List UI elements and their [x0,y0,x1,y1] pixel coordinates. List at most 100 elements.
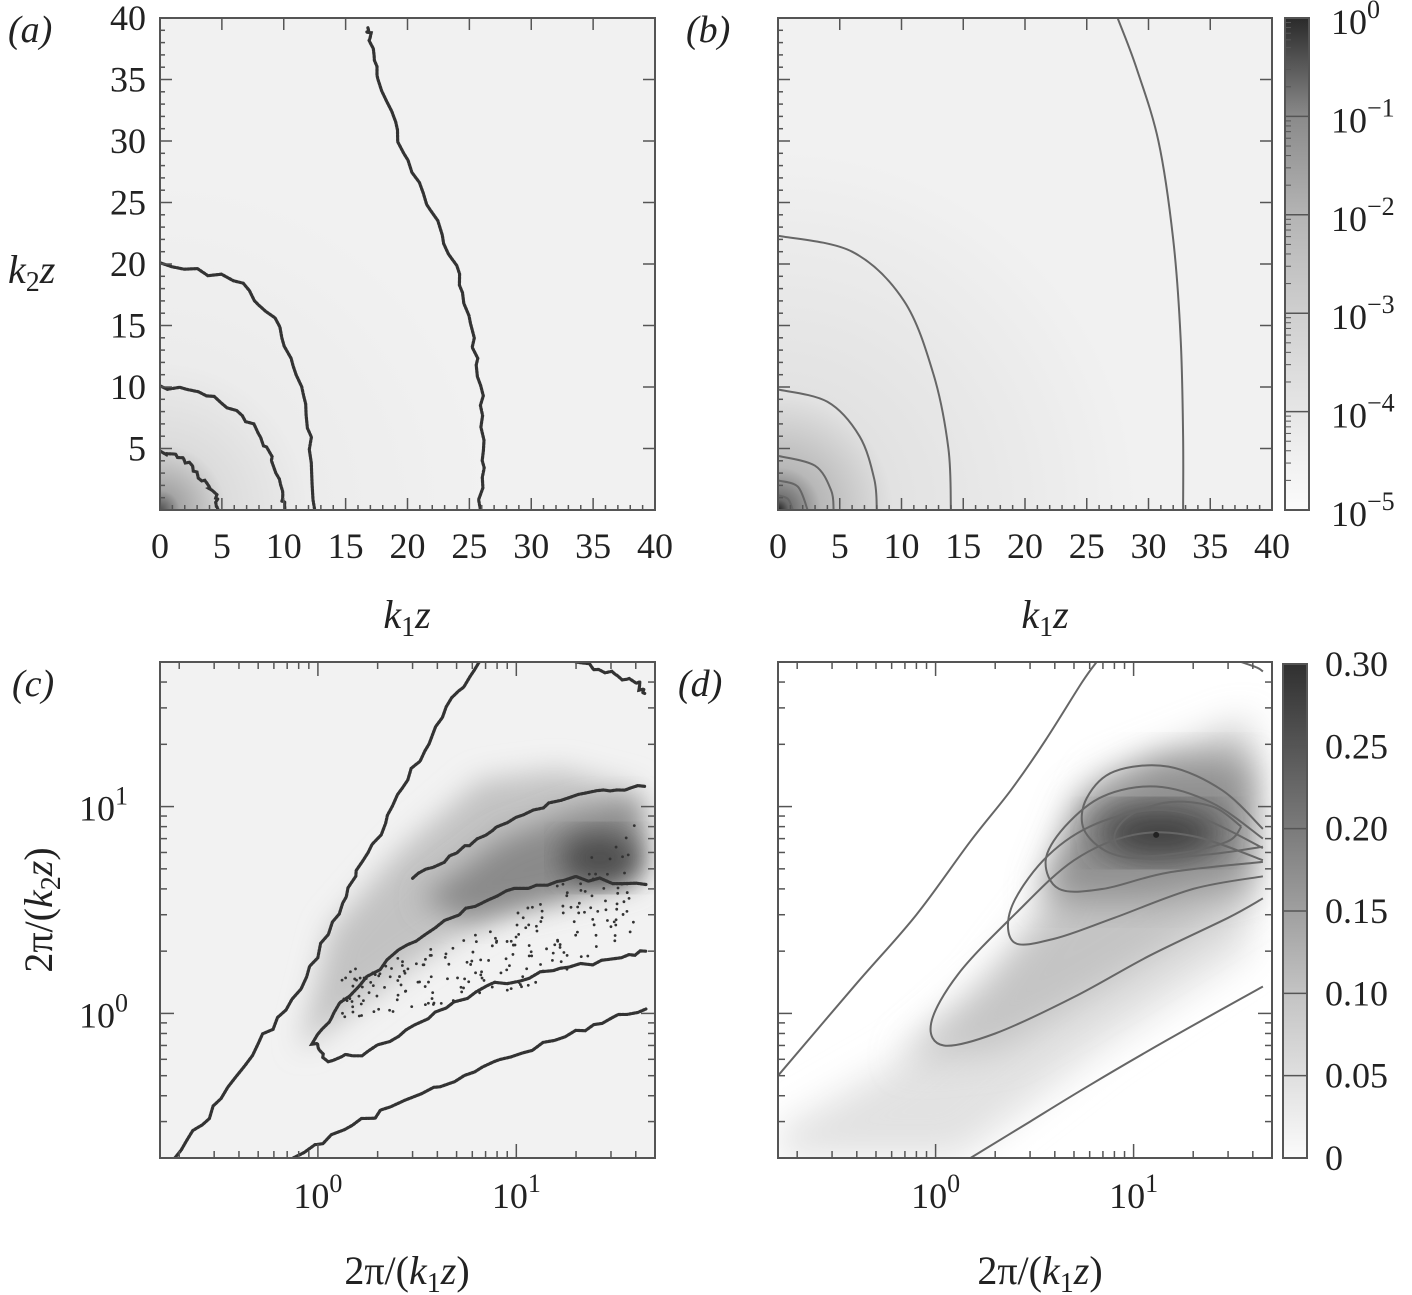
noise-speckle [590,856,594,859]
noise-speckle [399,983,403,987]
noise-speckle [579,888,583,892]
noise-speckle [612,920,616,924]
noise-speckle [621,913,625,916]
noise-speckle [384,964,388,968]
panel-b-colorbar-ticks: 100 10−1 10−2 10−3 10−4 10−5 [1285,0,1395,534]
noise-speckle [349,970,352,974]
noise-speckle [556,939,560,943]
noise-speckle [396,979,400,982]
noise-speckle [602,886,606,890]
noise-speckle [482,979,486,982]
noise-speckle [360,985,364,989]
noise-speckle [534,924,538,928]
noise-speckle [383,985,386,989]
noise-speckle [572,920,576,924]
y-tick-label: 25 [110,183,146,223]
noise-speckle [490,985,494,989]
noise-speckle [558,946,562,949]
contour-c1 [160,449,221,510]
contour-level-1-upper [778,662,1098,1077]
noise-speckle [509,939,513,943]
contour-top-edge [1240,662,1264,673]
x-tick-label: 25 [1069,526,1105,566]
noise-speckle [357,994,361,998]
noise-speckle [350,1000,354,1003]
noise-speckle [558,943,562,946]
noise-speckle [577,911,581,915]
noise-speckle [505,940,509,943]
noise-speckle [467,980,471,984]
noise-speckle [615,902,619,906]
panel-c-x-axis-label: 2π/(k1z) [344,1248,469,1295]
noise-speckle [456,976,459,980]
panel-b-label: (b) [686,9,730,51]
contour-inner-loop [308,874,648,1064]
contour-level-3 [1006,808,1264,946]
contour-outer-upper [173,662,481,1158]
y-tick-label: 5 [128,429,146,469]
panel-a-contours [160,26,486,510]
noise-speckle [614,923,618,927]
panel-d-frame [777,661,1273,1159]
noise-speckle [514,935,518,939]
panel-c-frame [159,661,656,1159]
panel-c-label: (c) [12,663,54,705]
noise-speckle [462,939,466,942]
y-tick-label: 40 [110,0,146,38]
contour-c4 [360,26,486,510]
noise-speckle [539,903,542,906]
x-tick-label: 40 [637,526,673,566]
panel-c-y-axis-label: 2π/(k2z) [16,847,67,972]
noise-speckle [474,971,477,975]
panel-d: 100 101 (d) 2π/(k1z) 0.30 0.25 0.20 0.15 0.10… [678,644,1388,1295]
noise-speckle [427,980,430,984]
noise-speckle [360,1014,363,1017]
x-tick-label: 5 [213,526,231,566]
noise-speckle [608,857,612,861]
noise-speckle [400,964,404,967]
noise-speckle [406,967,410,971]
panel-a-label: (a) [8,9,52,51]
x-tick-label: 101 [1109,1169,1158,1216]
colorbar-tick-label: 10−4 [1331,389,1395,436]
noise-speckle [604,908,608,912]
panel-c-ticks: 100 101 100 101 [79,661,656,1216]
noise-speckle [344,976,348,980]
panel-d-x-axis-label: 2π/(k1z) [977,1248,1102,1295]
panel-b-x-axis-label: k1z [1021,592,1069,643]
contour-level-6 [1113,800,1243,858]
noise-speckle [615,907,619,911]
x-tick-label: 40 [1254,526,1290,566]
noise-speckle [604,899,607,903]
noise-speckle [529,950,533,954]
noise-speckle [527,923,531,927]
noise-speckle [469,963,473,966]
noise-speckle [632,824,636,828]
noise-speckle [474,933,477,937]
noise-speckle [480,970,483,974]
noise-speckle [401,960,404,964]
noise-speckle [396,993,400,997]
noise-speckle [430,997,434,1000]
noise-speckle [616,891,620,895]
panel-a-heatmap [160,18,655,510]
noise-speckle [487,959,490,962]
noise-speckle [504,957,508,961]
noise-speckle [565,967,569,971]
contour-c3 [160,261,317,510]
noise-speckle [351,984,355,988]
noise-speckle [583,890,587,893]
contour-level-4 [1044,785,1264,893]
colorbar-tick-label: 10−5 [1331,487,1395,534]
noise-speckle [410,1005,414,1009]
noise-speckle [551,958,554,962]
y-tick-label: 10 [110,367,146,407]
noise-speckle [515,923,519,927]
noise-speckle [579,882,583,886]
noise-speckle [562,951,566,954]
x-tick-label: 10 [266,526,302,566]
x-tick-label: 20 [1007,526,1043,566]
contour-level-5 [1080,764,1264,860]
noise-speckle [362,976,366,980]
